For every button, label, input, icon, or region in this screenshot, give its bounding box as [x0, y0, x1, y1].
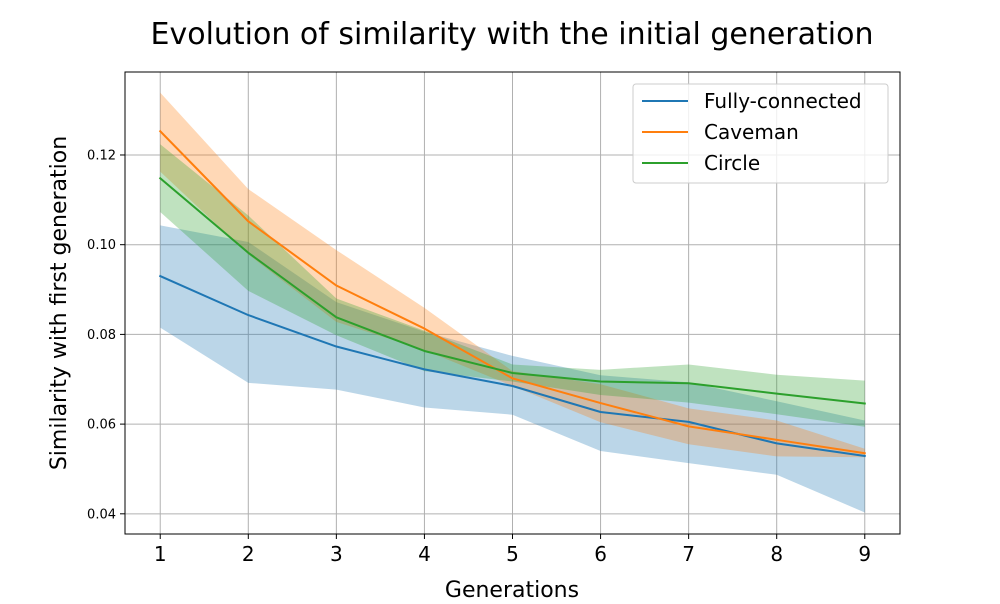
- legend-label: Circle: [704, 151, 760, 175]
- confidence-band-fully-connected: [160, 225, 865, 513]
- x-axis-label: Generations: [445, 578, 579, 600]
- y-axis-label: Similarity with first generation: [47, 136, 72, 470]
- x-tick-label: 6: [594, 542, 607, 566]
- series-line-circle: [158, 176, 866, 405]
- confidence-band-circle: [160, 144, 865, 427]
- x-tick-label: 8: [770, 542, 783, 566]
- x-tick-label: 3: [330, 542, 343, 566]
- y-tick-label: 0.10: [87, 238, 116, 253]
- x-tick-label: 4: [418, 542, 431, 566]
- chart-title: Evolution of similarity with the initial…: [151, 17, 874, 52]
- confidence-band-caveman: [160, 92, 865, 458]
- x-tick-label: 5: [506, 542, 519, 566]
- legend-label: Fully-connected: [704, 89, 862, 113]
- legend-box: [632, 83, 889, 184]
- series-line-caveman: [158, 129, 866, 455]
- y-tick-label: 0.08: [87, 328, 116, 343]
- x-tick-label: 2: [242, 542, 255, 566]
- y-tick-label: 0.06: [87, 418, 116, 433]
- x-tick-label: 7: [682, 542, 695, 566]
- y-tick-label: 0.04: [87, 507, 116, 522]
- legend-label: Caveman: [704, 120, 799, 144]
- x-tick-label: 1: [154, 542, 167, 566]
- y-tick-label: 0.12: [87, 148, 116, 163]
- x-tick-label: 9: [858, 542, 871, 566]
- plot-area: 1 2 3 4 5 6 7 8 9 0.04 0.06 0.08 0.10 0.12: [87, 71, 901, 566]
- legend: Fully-connected Caveman Circle: [632, 83, 889, 184]
